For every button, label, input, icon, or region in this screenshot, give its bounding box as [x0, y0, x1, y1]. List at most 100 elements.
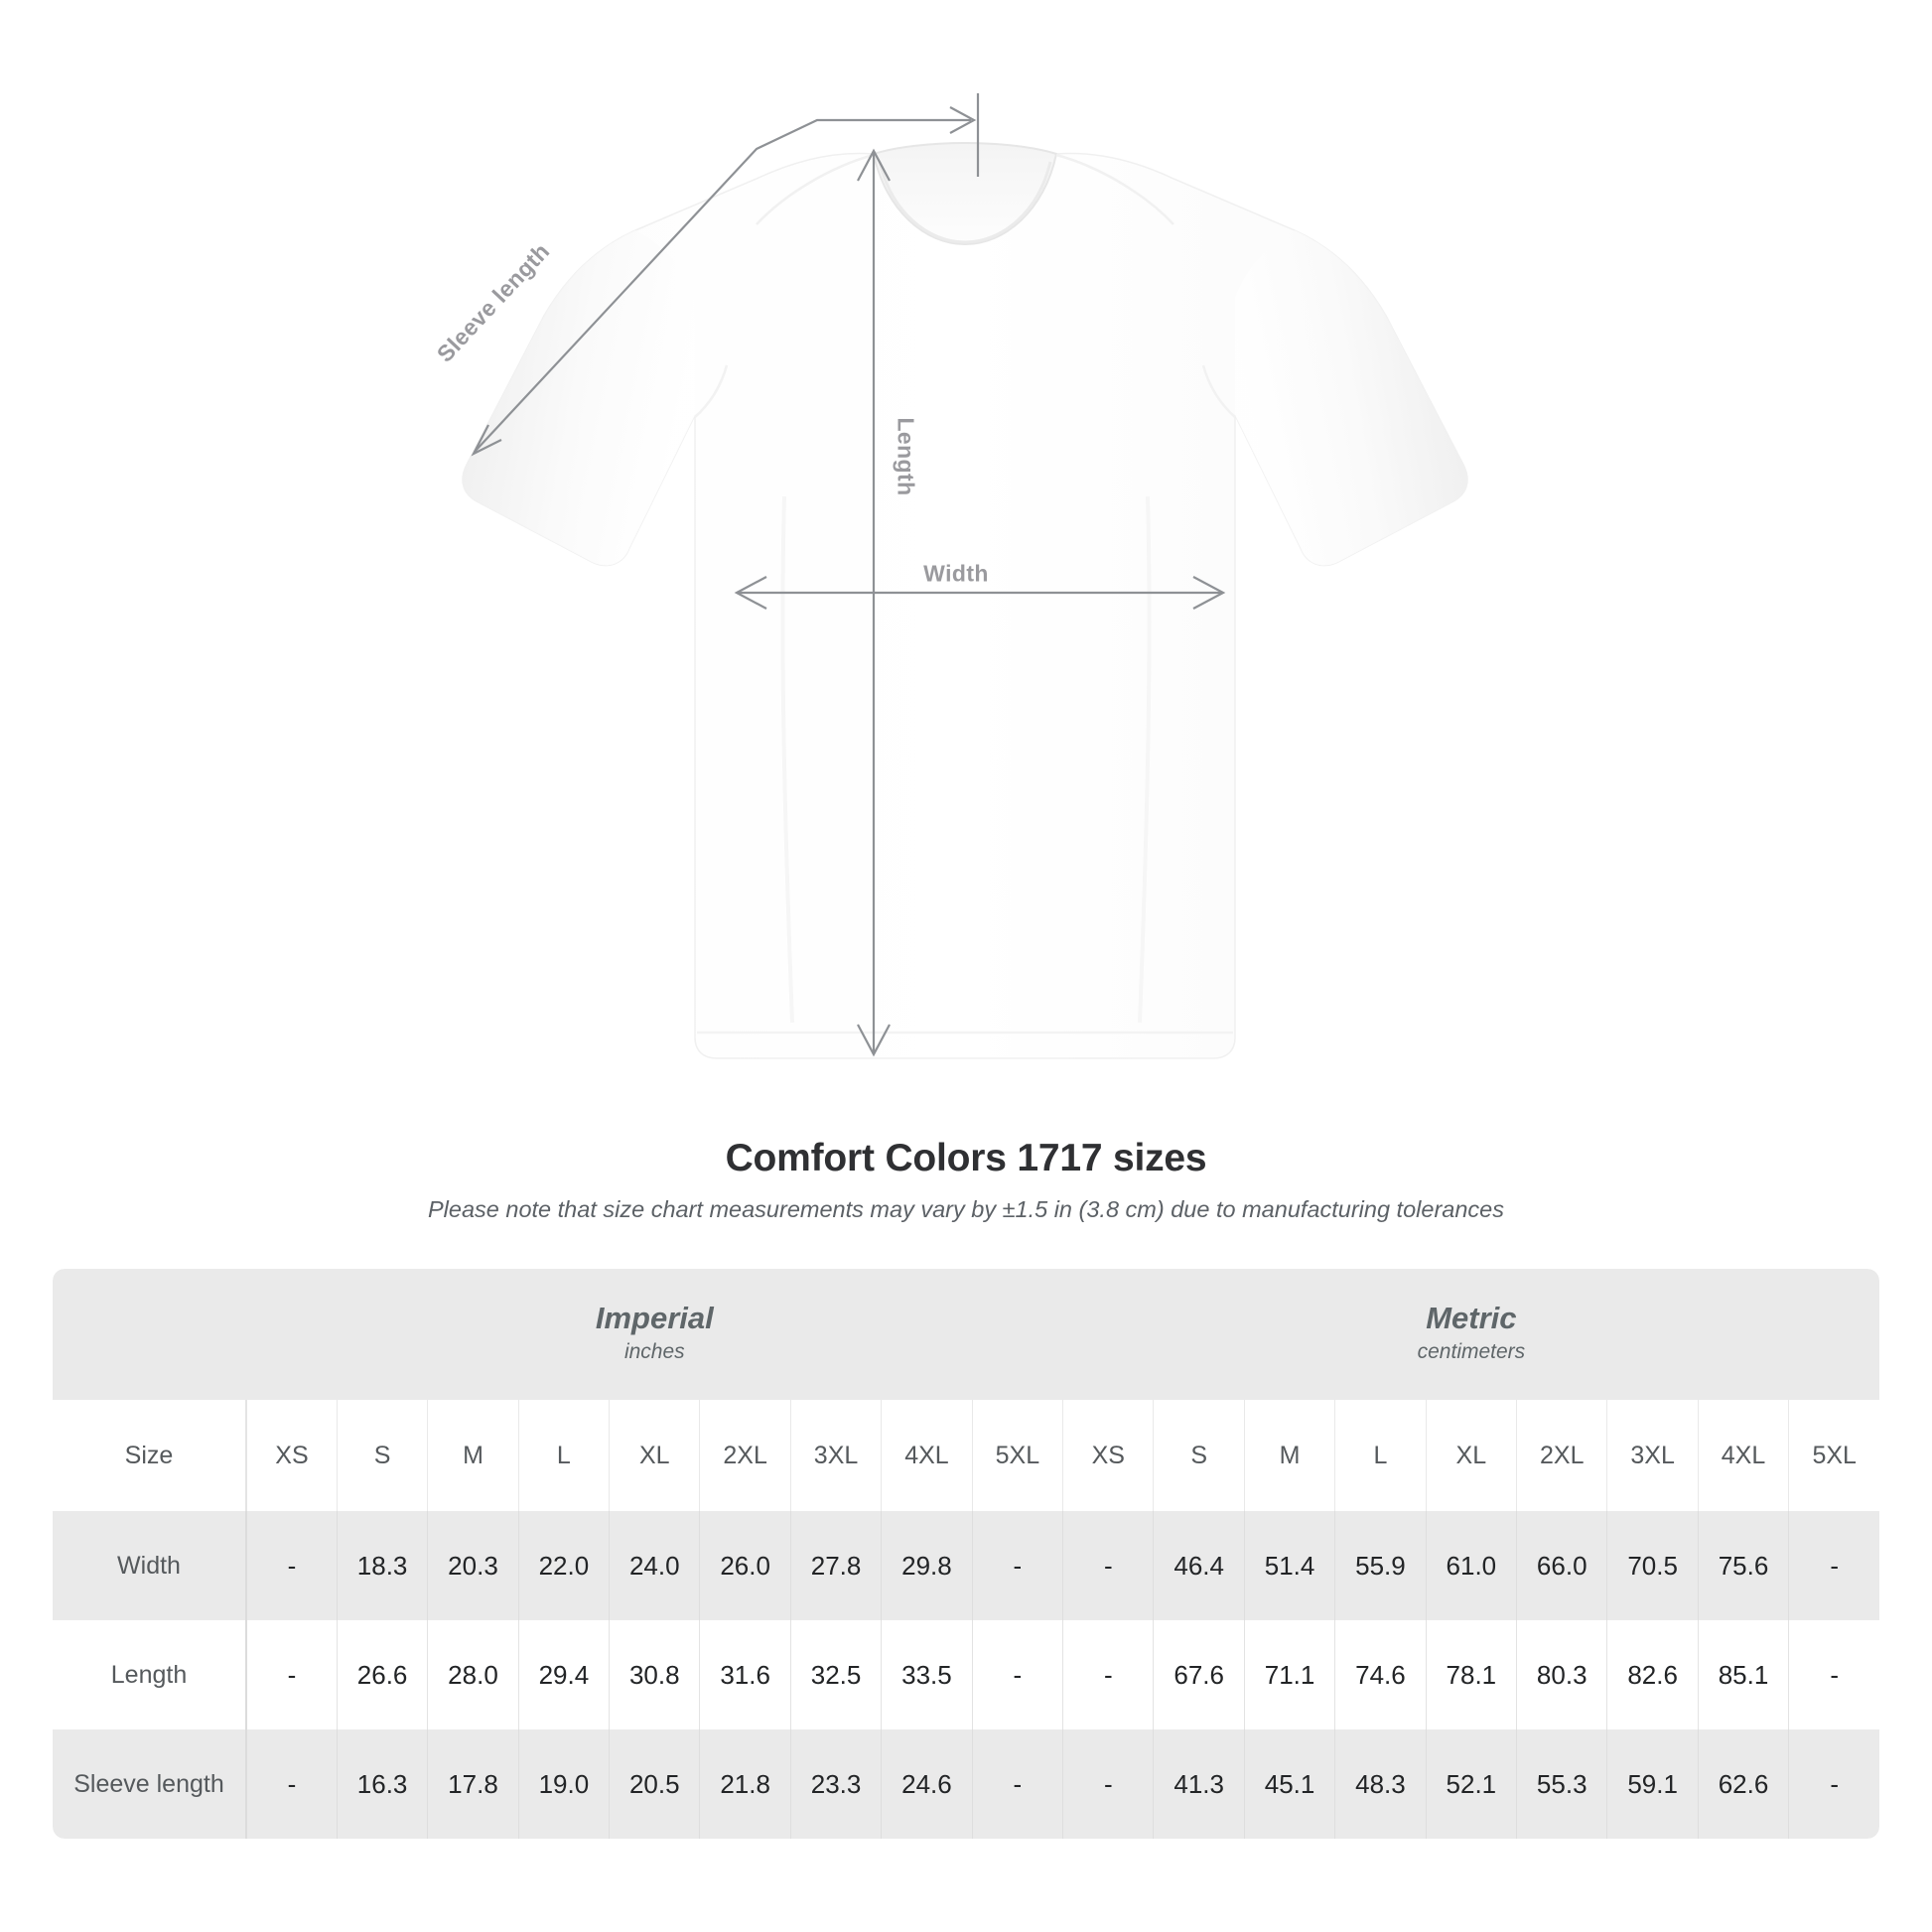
size-header-met-4xl: 4XL: [1698, 1400, 1790, 1511]
metric-unit-name: Metric: [1426, 1301, 1517, 1336]
cell-length-met-m: 71.1: [1244, 1620, 1336, 1729]
size-header-imp-5xl: 5XL: [972, 1400, 1064, 1511]
cell-width-imp-5xl: -: [972, 1511, 1064, 1620]
table-row-length: Length - 26.6 28.0 29.4 30.8 31.6 32.5 3…: [53, 1620, 1880, 1729]
cell-length-imp-xs: -: [246, 1620, 338, 1729]
width-arrow-right: [1192, 576, 1226, 610]
size-header-imp-s: S: [337, 1400, 429, 1511]
page-subtitle: Please note that size chart measurements…: [428, 1196, 1504, 1222]
sleeve-arrow-left: [471, 424, 502, 457]
cell-width-imp-3xl: 27.8: [790, 1511, 883, 1620]
metric-unit-sub: centimeters: [1417, 1340, 1526, 1364]
cell-width-imp-s: 18.3: [337, 1511, 429, 1620]
size-header-met-5xl: 5XL: [1788, 1400, 1880, 1511]
cell-sleeve-met-4xl: 62.6: [1698, 1729, 1790, 1839]
cell-width-met-s: 46.4: [1153, 1511, 1245, 1620]
cell-length-met-xl: 78.1: [1426, 1620, 1518, 1729]
cell-width-imp-2xl: 26.0: [699, 1511, 791, 1620]
tshirt-illustration-svg: [462, 93, 1468, 1059]
cell-length-met-4xl: 85.1: [1698, 1620, 1790, 1729]
cell-width-met-m: 51.4: [1244, 1511, 1336, 1620]
size-header-row: Size XS S M L XL 2XL 3XL 4XL 5XL XS S M …: [53, 1400, 1880, 1511]
cell-sleeve-imp-4xl: 24.6: [881, 1729, 973, 1839]
size-header-met-xl: XL: [1426, 1400, 1518, 1511]
cell-length-imp-m: 28.0: [427, 1620, 519, 1729]
cell-length-met-2xl: 80.3: [1516, 1620, 1608, 1729]
width-arrow-left: [734, 576, 767, 610]
cell-length-imp-2xl: 31.6: [699, 1620, 791, 1729]
imperial-unit-name: Imperial: [595, 1301, 714, 1336]
size-header-met-xs: XS: [1062, 1400, 1155, 1511]
size-column-label: Size: [53, 1400, 247, 1511]
unit-banner-imperial: Imperial inches: [246, 1269, 1063, 1400]
cell-sleeve-imp-3xl: 23.3: [790, 1729, 883, 1839]
length-arrow-bottom: [857, 1024, 891, 1057]
cell-width-met-4xl: 75.6: [1698, 1511, 1790, 1620]
cell-length-met-l: 74.6: [1334, 1620, 1427, 1729]
imperial-unit-sub: inches: [623, 1340, 685, 1364]
cell-length-met-s: 67.6: [1153, 1620, 1245, 1729]
cell-length-met-5xl: -: [1788, 1620, 1880, 1729]
unit-banner-spacer: [53, 1269, 246, 1400]
size-header-met-m: M: [1244, 1400, 1336, 1511]
cell-width-met-l: 55.9: [1334, 1511, 1427, 1620]
length-arrow-top: [857, 148, 891, 182]
size-header-imp-xs: XS: [246, 1400, 338, 1511]
size-header-met-s: S: [1153, 1400, 1245, 1511]
cell-sleeve-imp-s: 16.3: [337, 1729, 429, 1839]
row-label-width: Width: [53, 1511, 247, 1620]
cell-sleeve-met-3xl: 59.1: [1606, 1729, 1699, 1839]
row-label-length: Length: [53, 1620, 247, 1729]
cell-sleeve-imp-2xl: 21.8: [699, 1729, 791, 1839]
cell-width-imp-l: 22.0: [518, 1511, 611, 1620]
size-header-imp-m: M: [427, 1400, 519, 1511]
cell-length-met-3xl: 82.6: [1606, 1620, 1699, 1729]
cell-width-imp-m: 20.3: [427, 1511, 519, 1620]
size-header-imp-2xl: 2XL: [699, 1400, 791, 1511]
cell-sleeve-met-xs: -: [1062, 1729, 1155, 1839]
title-block: Comfort Colors 1717 sizes Please note th…: [0, 1137, 1932, 1223]
length-dimension-label: Length: [893, 417, 919, 496]
unit-banner-metric: Metric centimeters: [1062, 1269, 1880, 1400]
cell-width-met-5xl: -: [1788, 1511, 1880, 1620]
tshirt-diagram: Sleeve length Length Width: [432, 93, 1468, 1059]
cell-sleeve-met-l: 48.3: [1334, 1729, 1427, 1839]
cell-sleeve-imp-l: 19.0: [518, 1729, 611, 1839]
cell-length-imp-5xl: -: [972, 1620, 1064, 1729]
sleeve-length-leader: [474, 118, 971, 453]
cell-width-imp-xs: -: [246, 1511, 338, 1620]
cell-width-imp-4xl: 29.8: [881, 1511, 973, 1620]
width-dimension-label: Width: [923, 560, 989, 587]
cell-sleeve-imp-m: 17.8: [427, 1729, 519, 1839]
cell-sleeve-met-5xl: -: [1788, 1729, 1880, 1839]
table-row-width: Width - 18.3 20.3 22.0 24.0 26.0 27.8 29…: [53, 1511, 1880, 1620]
unit-banner-row: Imperial inches Metric centimeters: [53, 1269, 1880, 1400]
sleeve-arrow-right: [949, 106, 977, 134]
cell-sleeve-met-s: 41.3: [1153, 1729, 1245, 1839]
cell-width-met-2xl: 66.0: [1516, 1511, 1608, 1620]
cell-length-imp-4xl: 33.5: [881, 1620, 973, 1729]
cell-sleeve-met-m: 45.1: [1244, 1729, 1336, 1839]
cell-width-met-xs: -: [1062, 1511, 1155, 1620]
cell-length-imp-s: 26.6: [337, 1620, 429, 1729]
table-row-sleeve-length: Sleeve length - 16.3 17.8 19.0 20.5 21.8…: [53, 1729, 1880, 1839]
cell-sleeve-imp-xs: -: [246, 1729, 338, 1839]
cell-length-met-xs: -: [1062, 1620, 1155, 1729]
measurement-guides: [471, 93, 1226, 1057]
cell-width-met-xl: 61.0: [1426, 1511, 1518, 1620]
size-header-imp-l: L: [518, 1400, 611, 1511]
cell-length-imp-xl: 30.8: [609, 1620, 701, 1729]
size-header-met-2xl: 2XL: [1516, 1400, 1608, 1511]
cell-length-imp-l: 29.4: [518, 1620, 611, 1729]
size-header-met-3xl: 3XL: [1606, 1400, 1699, 1511]
row-label-sleeve-length: Sleeve length: [53, 1729, 247, 1839]
size-chart-table-wrapper: Imperial inches Metric centimeters Size …: [53, 1269, 1880, 1839]
cell-sleeve-imp-5xl: -: [972, 1729, 1064, 1839]
size-header-imp-xl: XL: [609, 1400, 701, 1511]
size-header-imp-4xl: 4XL: [881, 1400, 973, 1511]
cell-width-imp-xl: 24.0: [609, 1511, 701, 1620]
cell-length-imp-3xl: 32.5: [790, 1620, 883, 1729]
size-header-met-l: L: [1334, 1400, 1427, 1511]
size-chart-table: Imperial inches Metric centimeters Size …: [53, 1269, 1880, 1839]
cell-sleeve-met-xl: 52.1: [1426, 1729, 1518, 1839]
